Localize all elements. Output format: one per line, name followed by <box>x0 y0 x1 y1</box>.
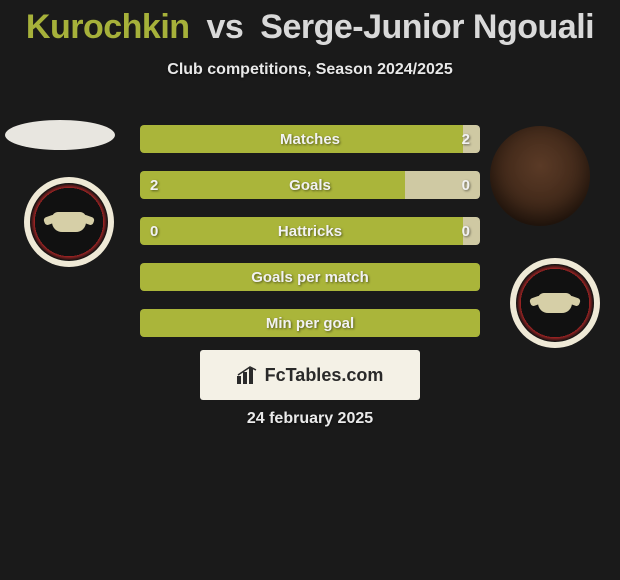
stats-container: Matches2Goals20Hattricks00Goals per matc… <box>140 125 480 355</box>
stat-value-right: 2 <box>452 125 480 153</box>
player1-name: Kurochkin <box>26 8 190 46</box>
player2-club-crest-icon <box>510 258 600 348</box>
player1-avatar-placeholder-icon <box>5 120 115 150</box>
logo-text: FcTables.com <box>265 365 384 386</box>
stat-value-left: 0 <box>140 217 168 245</box>
stat-value-left: 2 <box>140 171 168 199</box>
stat-row: Goals per match <box>140 263 480 291</box>
stat-row: Hattricks0 0 <box>140 217 480 245</box>
subtitle: Club competitions, Season 2024/2025 <box>0 61 620 79</box>
stat-row: Min per goal <box>140 309 480 337</box>
stat-label: Min per goal <box>140 309 480 337</box>
stat-value-right: 0 <box>452 171 480 199</box>
stat-row: Goals2 0 <box>140 171 480 199</box>
date-label: 24 february 2025 <box>0 410 620 428</box>
player2-avatar-icon <box>490 126 590 226</box>
stat-label: Matches <box>140 125 480 153</box>
stat-value-right: 0 <box>452 217 480 245</box>
fctables-logo: FcTables.com <box>200 350 420 400</box>
stat-label: Goals <box>140 171 480 199</box>
vs-label: vs <box>198 8 251 46</box>
stat-label: Hattricks <box>140 217 480 245</box>
player1-club-crest-icon <box>24 177 114 267</box>
stat-label: Goals per match <box>140 263 480 291</box>
player2-name: Serge-Junior Ngouali <box>260 8 594 46</box>
bar-chart-icon <box>237 366 259 384</box>
page-title: Kurochkin vs Serge-Junior Ngouali <box>0 0 620 47</box>
stat-row: Matches2 <box>140 125 480 153</box>
